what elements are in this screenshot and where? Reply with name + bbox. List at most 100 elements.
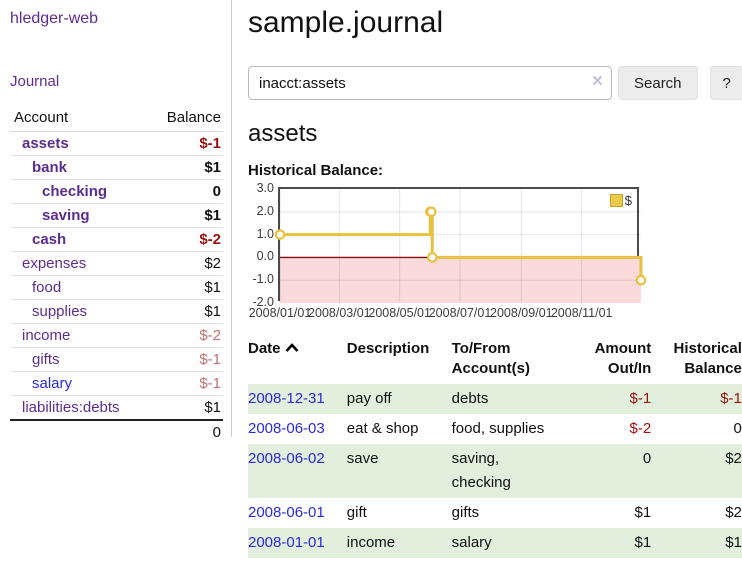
sort-ascending-icon: [285, 339, 299, 359]
search-bar: × Search ?: [248, 66, 742, 100]
x-axis-tick-label: 2008/09/01: [490, 306, 553, 320]
account-link[interactable]: checking: [42, 183, 108, 200]
account-row: checking 0: [10, 179, 223, 204]
account-balance: $-1: [147, 131, 223, 156]
account-link[interactable]: food: [32, 279, 62, 296]
register-header-accounts[interactable]: To/From Account(s): [451, 340, 530, 378]
account-balance: $-1: [147, 371, 223, 396]
help-button[interactable]: ?: [709, 66, 742, 100]
register-cell-balance: $1: [725, 533, 742, 551]
register-header-description[interactable]: Description: [346, 340, 430, 357]
register-header-balance[interactable]: Historical Balance: [673, 340, 742, 378]
chart-plot-area: $: [274, 187, 647, 303]
accounts-table: Account Balance assets $-1 bank $1 checking 0…: [10, 105, 223, 444]
transaction-date-link[interactable]: 2008-06-02: [248, 449, 325, 467]
register-cell-description: income: [346, 533, 396, 551]
historical-balance-chart: $ 3.0 2.0 1.0 0.0 -1.0 -2.0 2008/01/01 2008/03/…: [248, 181, 648, 323]
account-link[interactable]: cash: [32, 231, 67, 248]
register-row: 2008-06-02 save saving, checking 0 $2: [248, 443, 742, 498]
chart-legend: $: [609, 193, 632, 208]
x-axis-tick-label: 2008/07/01: [428, 306, 492, 320]
account-row: supplies $1: [10, 299, 223, 324]
account-balance: $1: [147, 275, 223, 300]
account-row: gifts $-1: [10, 347, 223, 372]
transaction-date-link[interactable]: 2008-01-01: [248, 533, 325, 551]
account-balance: $-2: [147, 323, 223, 348]
register-table: Date Description To/From Account(s) Amou…: [248, 337, 742, 558]
account-heading: assets: [248, 120, 318, 147]
account-link[interactable]: salary: [32, 375, 73, 392]
account-link[interactable]: income: [22, 327, 71, 344]
account-link[interactable]: assets: [22, 135, 69, 152]
clear-search-icon[interactable]: ×: [591, 71, 603, 92]
app-title-link[interactable]: hledger-web: [10, 10, 99, 27]
account-balance: $1: [147, 299, 223, 324]
account-balance: $-2: [147, 227, 223, 252]
register-cell-accounts: saving, checking: [451, 449, 511, 491]
journal-link[interactable]: Journal: [10, 73, 60, 90]
accounts-header-account: Account: [10, 105, 148, 132]
register-cell-amount: 0: [642, 449, 652, 467]
x-axis-tick-label: 2008/11/01: [550, 306, 613, 320]
account-balance: $-1: [147, 347, 223, 372]
legend-label: $: [624, 193, 632, 208]
account-link[interactable]: expenses: [22, 255, 87, 272]
account-link[interactable]: liabilities:debts: [22, 399, 120, 416]
account-row: income $-2: [10, 323, 223, 348]
search-input[interactable]: [248, 66, 612, 100]
account-row: assets $-1: [10, 131, 223, 156]
account-balance: 0: [147, 179, 223, 204]
register-cell-accounts: gifts: [451, 503, 480, 521]
register-cell-balance: $2: [725, 503, 742, 521]
y-axis-tick-label: 2.0: [256, 203, 274, 218]
register-cell-balance: 0: [733, 419, 742, 437]
account-link[interactable]: bank: [32, 159, 68, 176]
register-row: 2008-06-03 eat & shop food, supplies $-2 0: [248, 414, 742, 444]
transaction-date-link[interactable]: 2008-06-03: [248, 419, 325, 437]
y-axis-tick-label: -1.0: [252, 272, 274, 287]
register-cell-balance: $-1: [720, 389, 742, 407]
account-link[interactable]: saving: [42, 207, 90, 224]
register-cell-description: save: [346, 449, 379, 467]
chart-canvas: [274, 189, 647, 303]
main-panel: sample.journal × Search ? assets Histori…: [232, 0, 742, 582]
register-cell-accounts: food, supplies: [451, 419, 545, 437]
register-header-amount[interactable]: Amount Out/In: [594, 340, 652, 378]
account-row: saving $1: [10, 203, 223, 228]
sidebar: hledger-web Journal Account Balance asse…: [0, 0, 232, 444]
account-balance: $1: [147, 395, 223, 421]
register-cell-amount: $1: [634, 503, 652, 521]
register-cell-amount: $-2: [629, 419, 652, 437]
account-row: expenses $2: [10, 251, 223, 276]
register-cell-date: 2008-06-01: [248, 498, 347, 528]
register-cell-description: eat & shop: [346, 419, 419, 437]
register-cell-balance: $2: [725, 449, 742, 467]
register-cell-amount: $1: [634, 533, 652, 551]
y-axis-tick-label: 0.0: [256, 249, 274, 264]
account-link[interactable]: gifts: [32, 351, 60, 368]
search-button[interactable]: Search: [618, 66, 698, 100]
page-title: sample.journal: [248, 6, 444, 39]
account-row: cash $-2: [10, 227, 223, 252]
account-row: salary $-1: [10, 371, 223, 396]
x-axis-tick-label: 2008/03/01: [308, 306, 371, 320]
chart-title: Historical Balance:: [248, 162, 384, 179]
y-axis-tick-label: -2.0: [252, 295, 274, 309]
register-row: 2008-12-31 pay off debts $-1 $-1: [248, 383, 742, 414]
transaction-date-link[interactable]: 2008-06-01: [248, 503, 325, 521]
register-cell-accounts: salary: [451, 533, 492, 551]
x-axis-tick-label: 2008/05/01: [368, 306, 431, 320]
account-link[interactable]: supplies: [32, 303, 88, 320]
account-row: liabilities:debts $1: [10, 395, 223, 421]
accounts-total-value: 0: [147, 419, 223, 444]
y-axis-tick-label: 3.0: [256, 181, 274, 195]
account-row: bank $1: [10, 155, 223, 180]
register-header-date[interactable]: Date: [248, 337, 347, 384]
y-axis-tick-label: 1.0: [256, 226, 274, 241]
register-row: 2008-01-01 income salary $1 $1: [248, 527, 742, 558]
transaction-date-link[interactable]: 2008-12-31: [248, 389, 325, 407]
register-cell-date: 2008-01-01: [248, 528, 347, 558]
legend-swatch-icon: [609, 194, 623, 207]
register-cell-accounts: debts: [451, 389, 489, 407]
register-cell-date: 2008-06-03: [248, 414, 347, 444]
